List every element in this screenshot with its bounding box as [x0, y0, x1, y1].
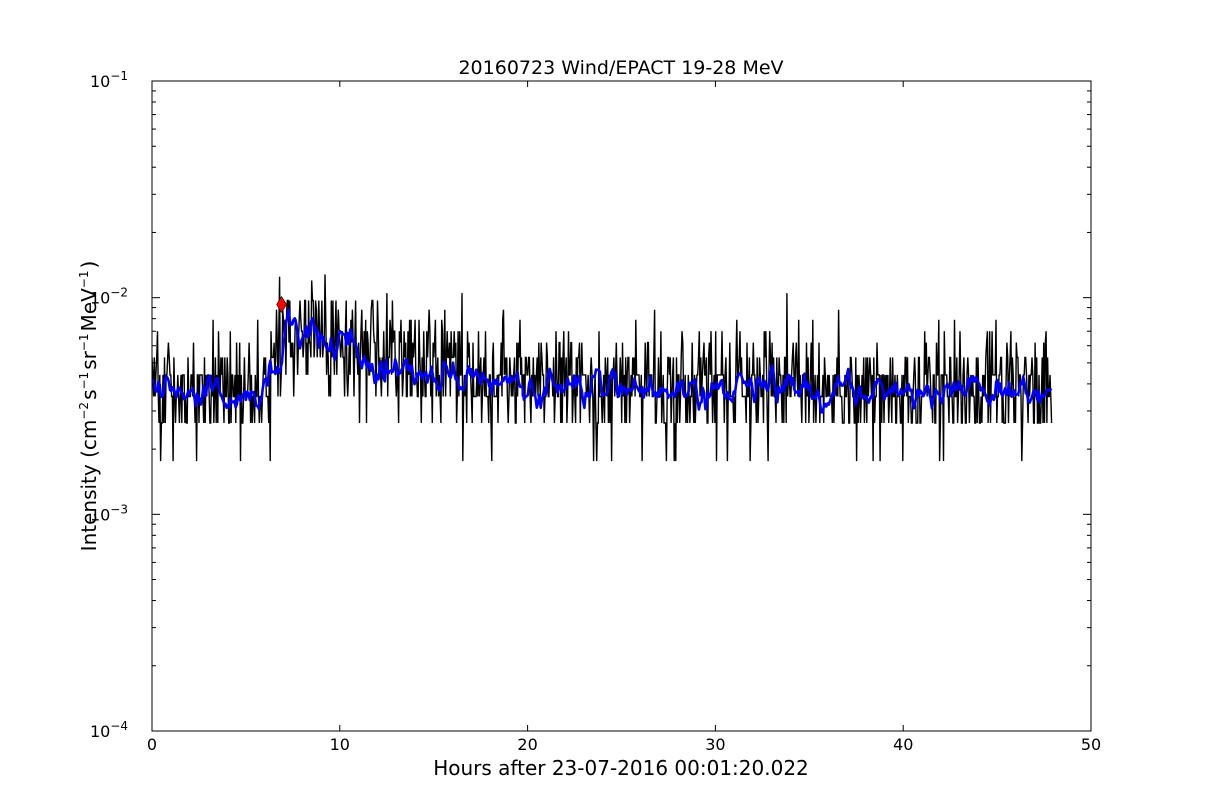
- y-tick-label-exp: −1: [110, 69, 128, 83]
- x-axis-label: Hours after 23-07-2016 00:01:20.022: [433, 756, 809, 780]
- y-axis-label-exp-3: −1: [77, 333, 91, 351]
- x-tick-label: 10: [330, 735, 350, 754]
- x-tick-label: 40: [893, 735, 913, 754]
- data-layer: [152, 274, 1053, 462]
- y-tick-label-exp: −2: [110, 286, 128, 300]
- chart-title: 20160723 Wind/EPACT 19-28 MeV: [458, 57, 783, 79]
- y-tick-label: 10−4: [90, 719, 128, 741]
- axes-frame: [151, 80, 1092, 732]
- y-tick-label: 10−3: [90, 502, 128, 524]
- y-axis-label: Intensity (cm−2s−1sr−1MeV−1): [77, 261, 101, 552]
- y-tick-label-base: 10: [90, 72, 110, 91]
- raw-intensity-line: [152, 274, 1053, 462]
- y-axis-label-exp-1: −2: [77, 402, 91, 420]
- x-tick-label: 20: [517, 735, 537, 754]
- y-axis-label-unit-s: s: [77, 390, 101, 400]
- x-tick-label: 30: [705, 735, 725, 754]
- y-tick-label-base: 10: [90, 722, 110, 741]
- y-tick-label-base: 10: [90, 289, 110, 308]
- y-tick-label-exp: −4: [110, 719, 128, 733]
- y-axis-label-exp-4: −1: [77, 270, 91, 288]
- smoothed-intensity-line: [152, 308, 1053, 414]
- y-tick-label: 10−2: [90, 286, 128, 308]
- y-axis-label-unit-sr: sr: [77, 350, 101, 369]
- y-axis-label-exp-2: −1: [77, 372, 91, 390]
- y-tick-label-base: 10: [90, 505, 110, 524]
- y-tick-label-exp: −3: [110, 502, 128, 516]
- x-tick-label: 50: [1081, 735, 1101, 754]
- onset-marker: [276, 295, 287, 314]
- y-axis-label-unit-mev: MeV: [77, 288, 101, 332]
- y-axis-label-close: ): [77, 261, 101, 269]
- y-axis-label-base: Intensity (cm: [77, 420, 101, 552]
- x-tick-label: 0: [147, 735, 157, 754]
- y-tick-label: 10−1: [90, 69, 128, 91]
